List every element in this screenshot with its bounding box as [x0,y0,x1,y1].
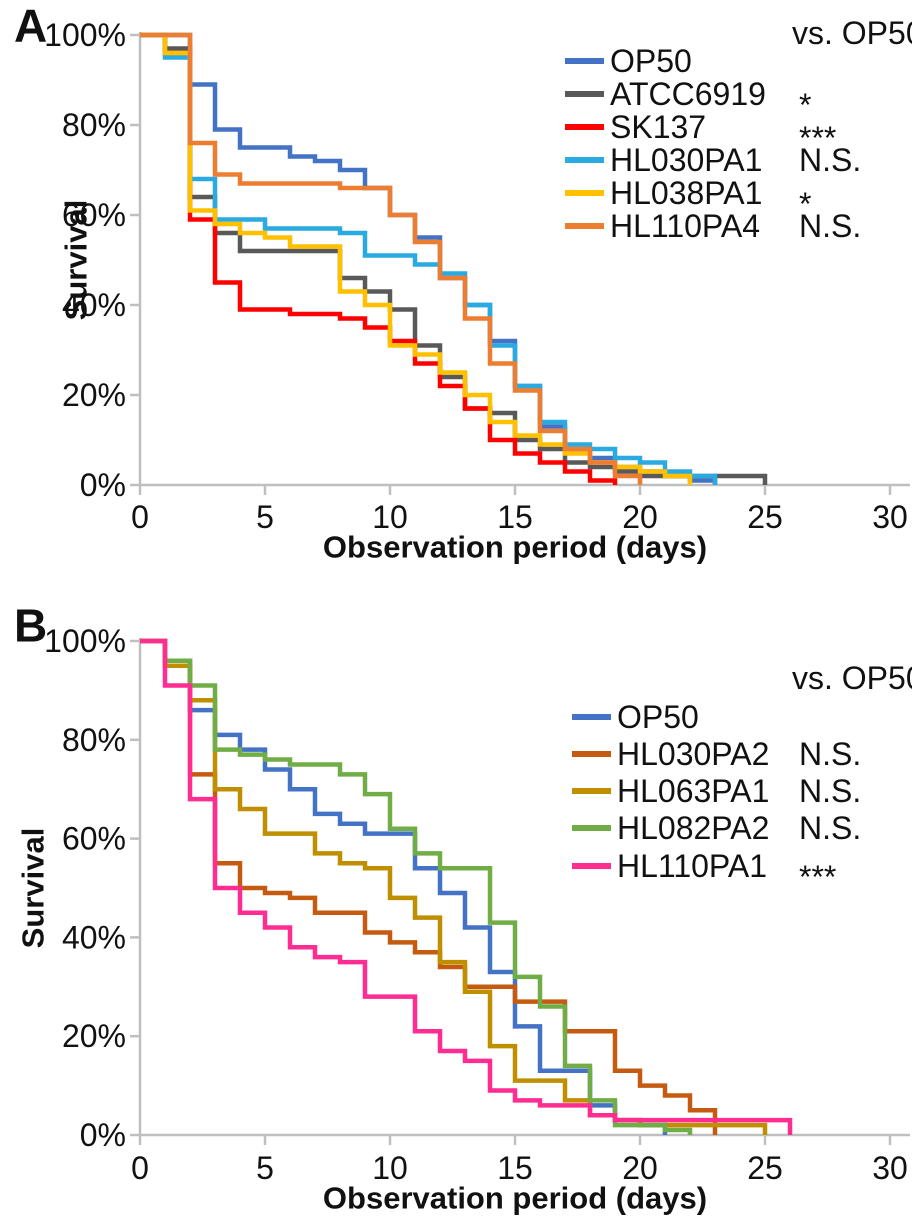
panel-label-b: B [14,600,47,652]
series-line-a-HL110PA4 [140,32,643,485]
legend-header-b: vs. OP50 [792,660,912,696]
x-tick-label-a-15: 15 [497,499,533,535]
significance-b-HL110PA1: *** [799,859,836,895]
x-tick-label-a-30: 30 [872,499,908,535]
series-line-a-SK137 [140,32,618,485]
y-tick-label-a-100: 100% [44,17,126,53]
significance-a-HL110PA4: N.S. [799,208,861,244]
significance-b-HL063PA1: N.S. [799,773,861,809]
x-tick-label-b-10: 10 [372,1150,408,1186]
legend-label-b-HL063PA1: HL063PA1 [617,773,769,809]
x-tick-label-b-25: 25 [747,1150,783,1186]
x-tick-label-a-5: 5 [256,499,274,535]
x-tick-label-a-10: 10 [372,499,408,535]
series-line-a-HL030PA1 [140,32,718,485]
y-tick-label-a-0: 0% [80,467,126,503]
significance-a-SK137: *** [799,120,836,156]
x-tick-label-a-0: 0 [131,499,149,535]
legend-label-a-HL038PA1: HL038PA1 [610,175,762,211]
legend-label-a-HL030PA1: HL030PA1 [610,142,762,178]
legend-label-b-HL110PA1: HL110PA1 [617,848,767,884]
y-tick-label-a-60: 60% [62,197,126,233]
chart-panel-a: 0% 20% 40% 60% 80% 100% 0 5 10 15 20 25 30 Observatio… [14,0,912,565]
y-tick-label-b-0: 0% [80,1117,126,1153]
legend-header-a: vs. OP50 [792,15,912,51]
legend-label-a-HL110PA4: HL110PA4 [610,208,760,244]
x-tick-label-a-25: 25 [747,499,783,535]
y-tick-label-a-20: 20% [62,377,126,413]
y-tick-label-b-40: 40% [62,919,126,955]
legend-label-a-ATCC6919: ATCC6919 [610,76,766,112]
legend-label-b-HL030PA2: HL030PA2 [617,736,769,772]
y-tick-label-a-80: 80% [62,107,126,143]
series-line-b-HL110PA1 [140,638,793,1135]
significance-b-HL082PA2: N.S. [799,810,861,846]
series-line-b-HL030PA2 [140,638,718,1135]
x-tick-label-b-15: 15 [497,1150,533,1186]
y-tick-label-a-40: 40% [62,287,126,323]
significance-a-HL030PA1: N.S. [799,142,861,178]
x-tick-label-b-5: 5 [256,1150,274,1186]
y-axis-title-b: Survival [16,828,51,949]
y-axis-title-a: Survival [59,200,94,321]
panel-label-a: A [14,0,47,52]
y-tick-label-b-100: 100% [44,623,126,659]
legend-label-a-SK137: SK137 [610,109,706,145]
legend-label-b-HL082PA2: HL082PA2 [617,810,769,846]
chart-panel-b: 0% 20% 40% 60% 80% 100% 0 5 10 15 20 25 30 Observatio… [14,600,912,1216]
significance-a-HL038PA1: * [799,186,811,222]
y-tick-label-b-20: 20% [62,1018,126,1054]
x-axis-title-a: Observation period (days) [323,530,707,565]
series-line-b-HL082PA2 [140,638,693,1135]
legend-label-a-OP50: OP50 [610,43,692,79]
x-axis-title-b: Observation period (days) [323,1181,707,1216]
y-tick-label-b-60: 60% [62,821,126,857]
x-tick-label-b-0: 0 [131,1150,149,1186]
legend-label-b-OP50: OP50 [617,699,699,735]
significance-b-HL030PA2: N.S. [799,736,861,772]
y-tick-label-b-80: 80% [62,722,126,758]
x-tick-label-b-30: 30 [872,1150,908,1186]
x-tick-label-a-20: 20 [622,499,658,535]
x-tick-label-b-20: 20 [622,1150,658,1186]
significance-a-ATCC6919: * [799,87,811,123]
